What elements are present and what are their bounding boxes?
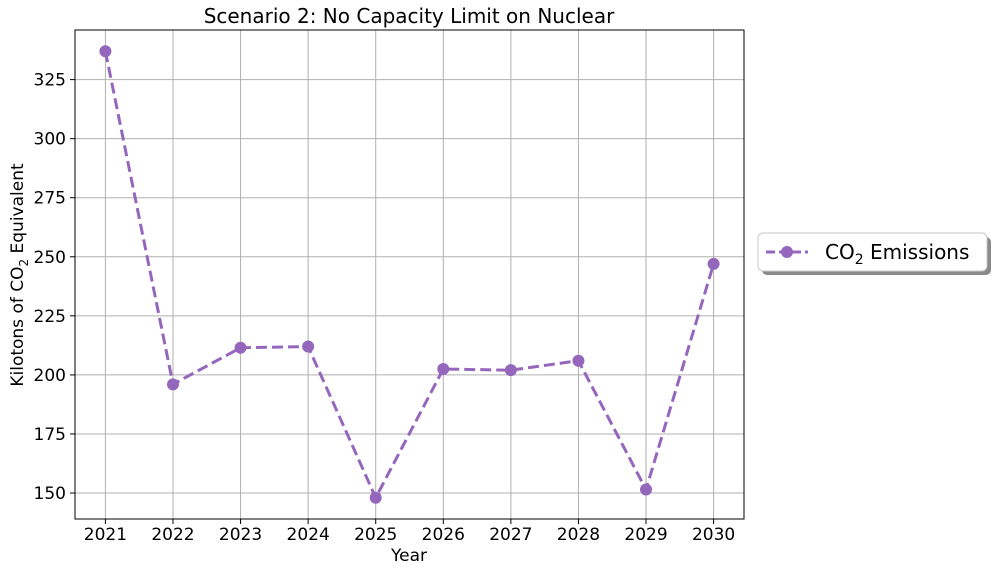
legend-marker-swatch [781, 246, 793, 258]
legend-label-sub: 2 [855, 252, 864, 268]
x-tick-label: 2030 [692, 525, 735, 545]
data-point [99, 45, 112, 58]
y-axis-label-tail: Equivalent [8, 163, 28, 259]
data-point [504, 364, 517, 377]
data-point [166, 378, 179, 391]
series-line [103, 51, 716, 500]
series-layer [99, 45, 720, 504]
y-tick-label: 175 [34, 425, 66, 445]
data-point [302, 340, 315, 353]
x-tick-label: 2027 [489, 525, 532, 545]
legend-label: CO2 Emissions [825, 240, 969, 268]
legend: CO2 Emissions [757, 232, 991, 275]
data-point [640, 483, 653, 496]
data-point [369, 491, 382, 504]
y-tick-label: 325 [34, 71, 66, 91]
ticks-layer: 2021 2022 2023 2024 2025 2026 2027 2028 2029 2030… [34, 71, 736, 545]
legend-label-main: CO [825, 240, 855, 264]
data-point [234, 341, 247, 354]
y-axis-label-sub: 2 [17, 259, 31, 267]
legend-label-tail: Emissions [864, 240, 970, 264]
x-tick-label: 2024 [287, 525, 330, 545]
chart-title: Scenario 2: No Capacity Limit on Nuclear [204, 4, 615, 28]
y-tick-label: 200 [34, 366, 66, 386]
y-axis-label-main: Kilotons of CO [8, 267, 28, 387]
x-tick-label: 2028 [557, 525, 600, 545]
data-point [707, 257, 720, 270]
data-point [437, 362, 450, 375]
y-tick-label: 150 [34, 484, 66, 504]
grid [75, 30, 744, 519]
x-tick-label: 2021 [84, 525, 127, 545]
data-point [572, 354, 585, 367]
y-axis-label: Kilotons of CO2 Equivalent [8, 163, 31, 387]
legend-box [757, 232, 988, 272]
x-tick-label: 2023 [219, 525, 262, 545]
y-tick-label: 250 [34, 248, 66, 268]
x-axis-label: Year [390, 546, 427, 566]
x-tick-label: 2025 [354, 525, 397, 545]
x-tick-label: 2026 [422, 525, 465, 545]
y-tick-label: 225 [34, 307, 66, 327]
x-tick-label: 2029 [624, 525, 667, 545]
plot-frame [74, 29, 745, 520]
y-tick-label: 275 [34, 189, 66, 209]
y-tick-label: 300 [34, 130, 66, 150]
x-tick-label: 2022 [151, 525, 194, 545]
